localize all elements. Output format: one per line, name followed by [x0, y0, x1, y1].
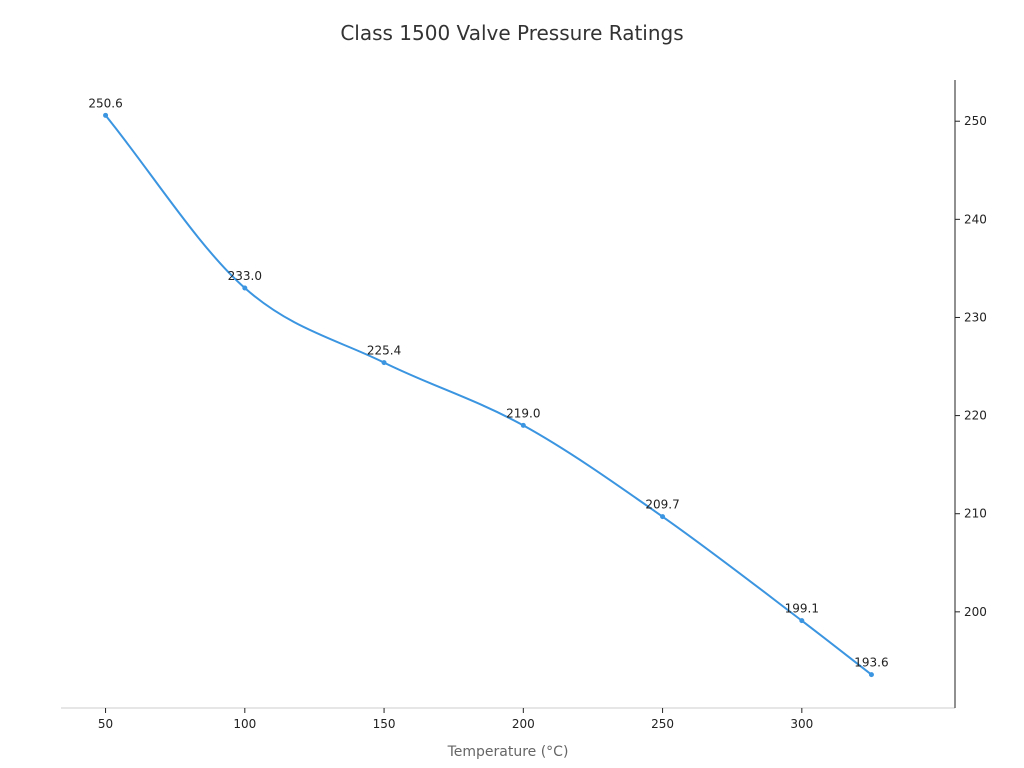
series-group: 250.6 233.0 225.4 219.0 209.7 199.1 193.6 — [88, 96, 889, 678]
data-label: 193.6 — [854, 656, 888, 670]
y-tick-label: 230 — [964, 310, 987, 324]
data-label: 225.4 — [367, 344, 401, 358]
data-label: 209.7 — [645, 498, 679, 512]
data-point — [520, 422, 526, 428]
y-tick-label: 240 — [964, 212, 987, 226]
y-tick-label: 200 — [964, 605, 987, 619]
chart-title: Class 1500 Valve Pressure Ratings — [340, 21, 683, 45]
x-tick-label: 300 — [790, 717, 813, 731]
x-tick-label: 250 — [651, 717, 674, 731]
data-point — [103, 112, 109, 118]
y-tick-label: 250 — [964, 114, 987, 128]
data-point — [868, 672, 874, 678]
data-label: 250.6 — [88, 96, 122, 110]
x-tick-label: 200 — [512, 717, 535, 731]
x-tick-label: 150 — [373, 717, 396, 731]
y-tick-label: 210 — [964, 507, 987, 521]
x-tick-label: 50 — [98, 717, 113, 731]
data-label: 233.0 — [228, 269, 262, 283]
y-tick-label: 220 — [964, 409, 987, 423]
data-label: 199.1 — [785, 602, 819, 616]
x-tick-label: 100 — [233, 717, 256, 731]
y-axis: 200 210 220 230 240 250 — [954, 80, 987, 708]
data-point — [381, 360, 387, 366]
series-line — [104, 114, 873, 676]
x-axis: 50 100 150 200 250 300 — [61, 707, 955, 731]
data-point — [242, 285, 248, 291]
x-axis-label: Temperature (°C) — [447, 744, 569, 760]
data-point — [660, 514, 666, 520]
data-label: 219.0 — [506, 406, 540, 420]
data-point — [799, 618, 805, 624]
